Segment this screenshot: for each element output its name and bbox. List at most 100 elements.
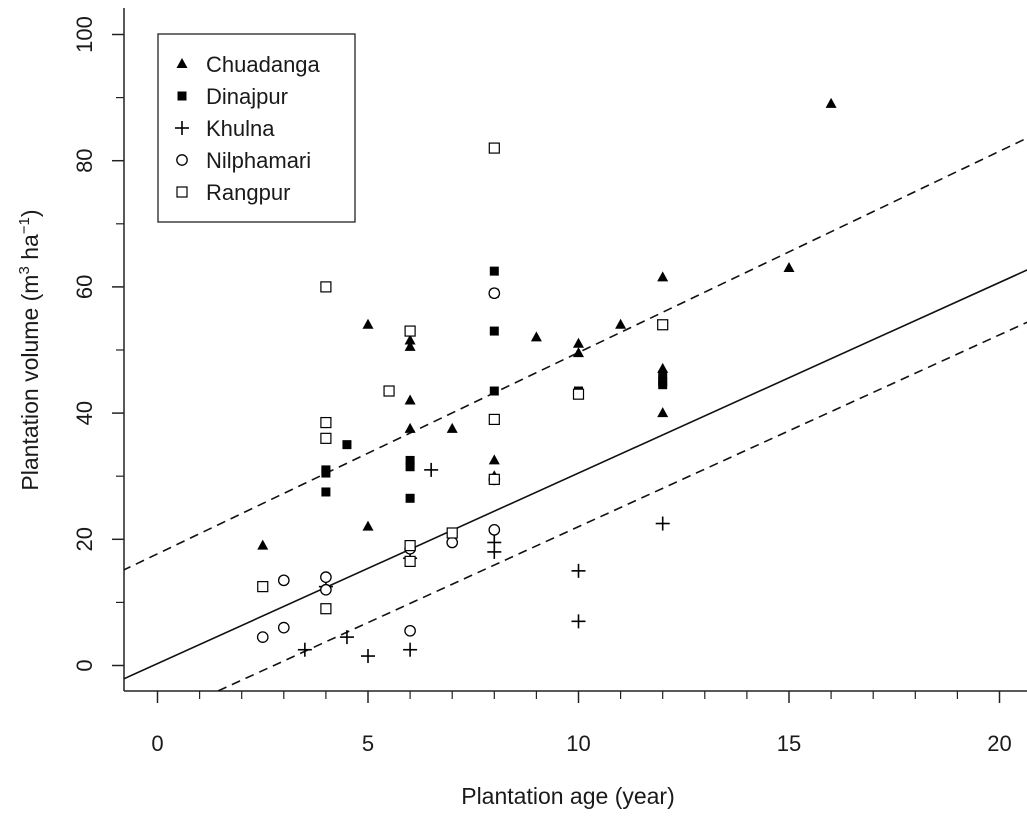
prediction-band-line [215,321,1027,691]
point-dinajpur [489,386,499,396]
point-nilphamari [446,536,459,549]
legend-symbol-dinajpur [177,91,187,101]
series-rangpur [257,142,669,615]
point-chuadanga [530,331,542,342]
point-nilphamari [320,583,332,596]
point-nilphamari [404,624,416,637]
point-rangpur [404,540,416,552]
legend-label-chuadanga: Chuadanga [206,52,321,77]
y-tick-label: 60 [72,275,97,299]
y-axis-title-sup1: 3 [16,266,33,274]
series-dinajpur [321,266,668,503]
regression-line [124,269,1027,680]
point-nilphamari [277,621,290,634]
point-rangpur [320,281,332,293]
point-chuadanga [362,520,374,531]
y-tick-label: 20 [72,527,97,551]
prediction-band-line [124,137,1027,571]
point-dinajpur [321,487,331,497]
x-tick-label: 15 [777,731,801,756]
point-chuadanga [657,362,669,373]
x-axis-title: Plantation age (year) [461,783,675,809]
point-rangpur [404,555,416,567]
legend-box [157,33,356,223]
point-chuadanga [657,271,669,282]
point-nilphamari [277,574,290,587]
y-tick-label: 40 [72,401,97,425]
point-khulna [571,614,586,629]
point-khulna [339,630,354,645]
point-chuadanga [446,422,458,433]
point-khulna [424,462,439,477]
point-khulna [487,544,502,559]
legend-label-khulna: Khulna [206,116,275,141]
point-dinajpur [489,266,499,276]
point-rangpur [257,581,269,593]
legend-symbol-chuadanga [176,58,188,68]
point-chuadanga [362,318,374,329]
legend: Chuadanga Dinajpur Khulna Nilphamari Rangpur [157,33,356,223]
y-axis-title-sup2: −1 [16,217,33,234]
point-khulna [571,563,586,578]
point-chuadanga [404,340,416,351]
point-rangpur [488,473,500,485]
axes-layer: 0 5 10 15 20 0 20 40 60 80 100 [72,8,1027,756]
point-chuadanga [573,337,584,348]
x-tick-label: 20 [987,731,1011,756]
point-rangpur [657,319,669,331]
legend-symbol-nilphamari [176,154,188,166]
point-dinajpur [342,440,352,450]
point-rangpur [320,603,332,615]
point-dinajpur [489,326,499,336]
point-chuadanga [657,407,669,418]
point-dinajpur [405,455,415,465]
point-chuadanga [404,334,416,345]
point-rangpur [488,142,500,154]
point-khulna [361,649,375,664]
y-axis-title: Plantation volume (m3 ha−1) [16,209,43,490]
point-dinajpur [658,370,668,380]
point-khulna [297,642,312,657]
series-khulna [297,462,670,664]
point-chuadanga [783,261,795,272]
data-points [256,97,837,664]
point-rangpur [572,388,585,400]
legend-symbol-rangpur [176,186,188,198]
point-rangpur [488,413,500,426]
y-axis-title-end: ) [17,209,43,217]
legend-label-nilphamari: Nilphamari [206,148,311,173]
point-khulna [403,642,418,657]
x-tick-label: 5 [362,731,374,756]
point-nilphamari [256,631,269,643]
point-dinajpur [321,465,331,475]
point-dinajpur [658,380,668,390]
point-dinajpur [405,462,415,472]
point-rangpur [446,527,458,539]
point-chuadanga [404,394,416,405]
point-dinajpur [405,493,415,503]
series-nilphamari [256,287,501,643]
y-axis-title-mid: ha [17,234,43,266]
x-tick-label: 10 [566,731,590,756]
legend-symbol-khulna [175,121,189,135]
point-chuadanga [615,318,627,329]
point-rangpur [383,385,395,397]
point-chuadanga [573,347,584,358]
fit-lines [124,137,1027,691]
series-chuadanga [257,97,837,550]
point-chuadanga [257,539,269,550]
x-tick-label: 0 [151,731,163,756]
y-tick-label: 100 [72,16,97,53]
point-chuadanga [488,454,500,465]
point-nilphamari [488,523,501,536]
y-tick-label: 0 [72,659,97,671]
point-rangpur [404,325,416,337]
point-rangpur [320,432,332,444]
point-rangpur [320,416,332,429]
point-khulna [655,516,670,531]
point-nilphamari [320,571,332,584]
point-nilphamari [488,287,501,300]
legend-label-dinajpur: Dinajpur [206,84,288,109]
point-chuadanga [404,422,416,433]
